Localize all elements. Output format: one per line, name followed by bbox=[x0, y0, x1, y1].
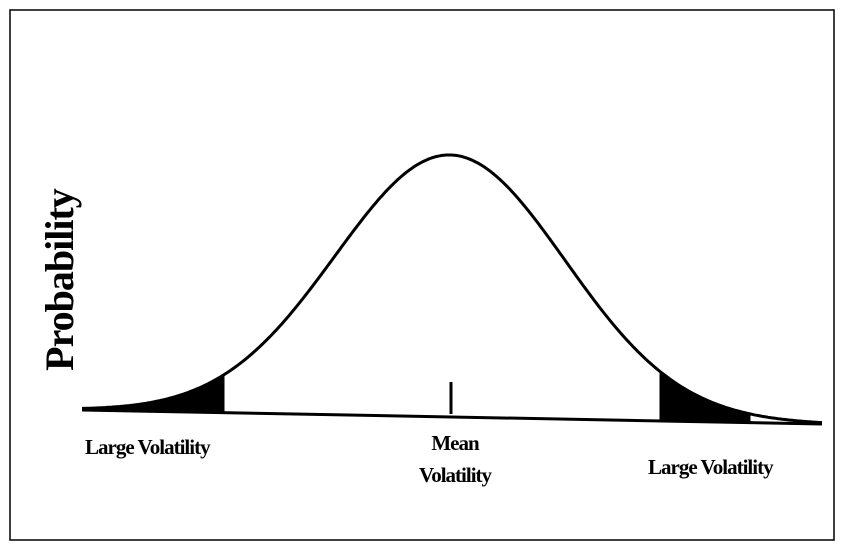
mean-label-line1: Mean bbox=[431, 431, 480, 455]
curve-group bbox=[82, 153, 823, 425]
mean-label-line2: Volatility bbox=[419, 463, 493, 487]
baseline bbox=[81, 408, 823, 426]
bell-curve bbox=[82, 153, 823, 425]
y-axis-label: Probability bbox=[37, 188, 82, 371]
left-label: Large Volatility bbox=[85, 435, 211, 459]
frame bbox=[9, 9, 835, 541]
right-label: Large Volatility bbox=[648, 455, 774, 479]
